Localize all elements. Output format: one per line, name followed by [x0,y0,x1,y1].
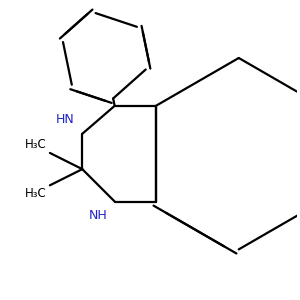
Text: NH: NH [88,209,107,222]
Text: H₃C: H₃C [25,139,47,152]
Text: H₃C: H₃C [25,187,47,200]
Text: HN: HN [56,113,75,126]
